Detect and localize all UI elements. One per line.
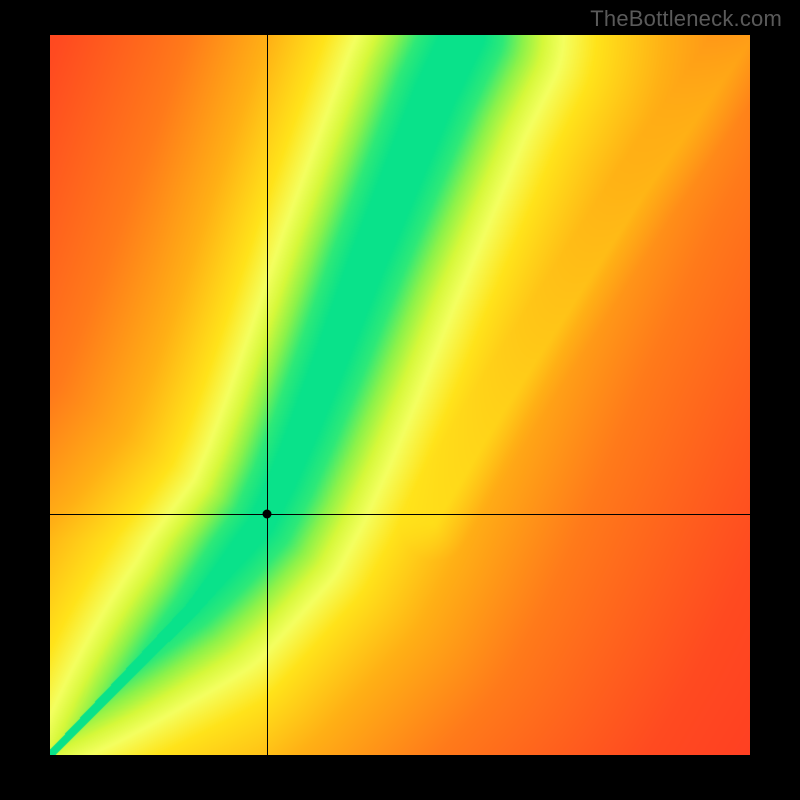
- marker-dot: [263, 509, 272, 518]
- plot-area: [50, 35, 750, 755]
- crosshair-horizontal: [50, 514, 750, 515]
- chart-container: TheBottleneck.com: [0, 0, 800, 800]
- heatmap-canvas: [50, 35, 750, 755]
- crosshair-vertical: [267, 35, 268, 755]
- watermark-text: TheBottleneck.com: [590, 6, 782, 32]
